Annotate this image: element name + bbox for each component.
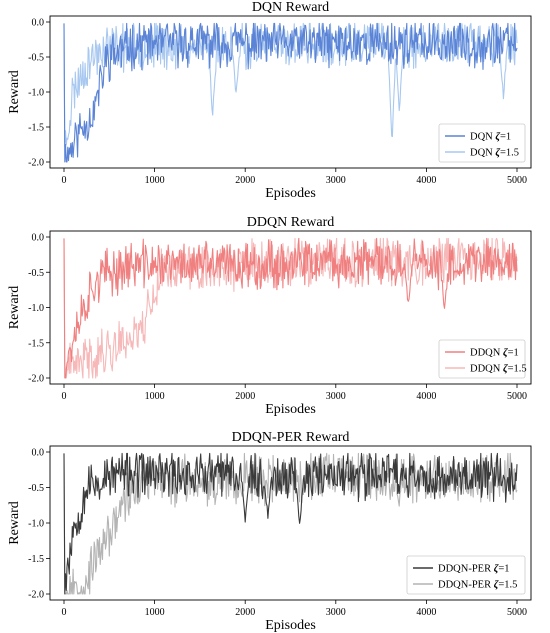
chart-title: DDQN-PER Reward — [232, 430, 350, 445]
x-tick-label: 5000 — [507, 391, 527, 402]
x-tick-label: 1000 — [145, 607, 165, 618]
y-tick-label: -1.5 — [28, 338, 44, 349]
x-tick-label: 1000 — [145, 175, 165, 186]
series-line-1 — [63, 22, 518, 163]
legend-label: DDQN-PER ζ=1 — [438, 564, 510, 575]
y-axis-label: Reward — [7, 501, 22, 545]
legend-box — [406, 555, 526, 595]
x-axis-label: Episodes — [265, 186, 316, 201]
x-tick-label: 3000 — [326, 391, 346, 402]
x-axis-label: Episodes — [265, 618, 316, 633]
series-line-1 — [63, 237, 518, 379]
chart-title: DDQN Reward — [247, 215, 334, 230]
x-tick-label: 5000 — [507, 175, 527, 186]
y-tick-label: -1.0 — [28, 303, 44, 314]
legend-label: DDQN-PER ζ=1.5 — [438, 580, 517, 591]
y-tick-label: 0.0 — [32, 233, 45, 244]
y-axis-label: Reward — [7, 70, 22, 114]
legend-label: DDQN ζ=1 — [470, 348, 519, 359]
x-tick-label: 5000 — [507, 607, 527, 618]
y-axis-label: Reward — [7, 286, 22, 330]
x-tick-label: 2000 — [235, 607, 255, 618]
chart-panel-2: DDQN Reward 0 1000 2000 3000 4000 5000 -2.0 -1.5… — [7, 215, 532, 417]
chart-panel-1: DQN Reward 0 1000 2000 3000 4000 5000 -2.0 -1.5 -… — [7, 0, 532, 201]
y-tick-label: -1.0 — [28, 88, 44, 99]
x-tick-label: 0 — [62, 175, 67, 186]
y-tick-label: -0.5 — [28, 483, 44, 494]
y-tick-label: -0.5 — [28, 268, 44, 279]
x-tick-label: 0 — [62, 391, 67, 402]
y-tick-label: -2.0 — [28, 374, 44, 385]
x-axis-label: Episodes — [265, 402, 316, 417]
y-tick-label: -1.0 — [28, 519, 44, 530]
legend-label: DQN ζ=1 — [470, 132, 511, 143]
x-tick-label: 4000 — [416, 175, 436, 186]
y-tick-label: 0.0 — [32, 18, 45, 29]
y-tick-label: 0.0 — [32, 448, 45, 459]
x-tick-label: 3000 — [326, 607, 346, 618]
x-tick-label: 3000 — [326, 175, 346, 186]
y-tick-label: -1.5 — [28, 554, 44, 565]
chart-panel-3: DDQN-PER Reward 0 1000 2000 3000 4000 5000 -2.0… — [7, 430, 532, 633]
chart-title: DQN Reward — [252, 0, 329, 15]
x-tick-label: 0 — [62, 607, 67, 618]
x-tick-label: 4000 — [416, 391, 436, 402]
x-tick-label: 2000 — [235, 391, 255, 402]
legend-label: DQN ζ=1.5 — [470, 148, 519, 159]
x-tick-label: 2000 — [235, 175, 255, 186]
series-line-1 — [63, 452, 518, 595]
y-tick-label: -1.5 — [28, 123, 44, 134]
series-line-2 — [63, 452, 518, 595]
y-tick-label: -2.0 — [28, 590, 44, 601]
legend-label: DDQN ζ=1.5 — [470, 364, 527, 375]
x-tick-label: 4000 — [416, 607, 436, 618]
x-tick-label: 1000 — [145, 391, 165, 402]
y-tick-label: -2.0 — [28, 158, 44, 169]
y-tick-label: -0.5 — [28, 53, 44, 64]
